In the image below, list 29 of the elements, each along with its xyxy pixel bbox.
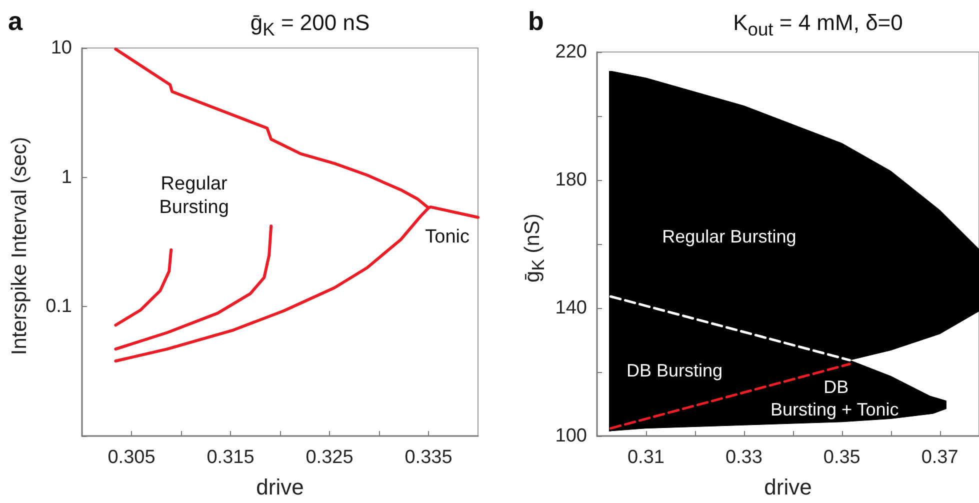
text: b [528, 6, 544, 37]
y-axis-title: Interspike Interval (sec) [8, 136, 32, 356]
annotation: Regular Bursting [662, 226, 796, 247]
x-tick-label: 0.31 [627, 447, 664, 468]
x-tick-label: 0.315 [206, 447, 254, 468]
y-tick-label: 140 [555, 298, 587, 318]
annotation: Bursting + Tonic [770, 400, 899, 420]
chart-title: ḡ$_{K}$ = 200 nS [250, 10, 370, 40]
text: a [8, 6, 22, 37]
annotation: Tonic [425, 226, 470, 248]
x-tick-label: 0.35 [823, 447, 860, 468]
y-tick-label: 0.1 [46, 296, 72, 318]
annotation: Bursting [159, 197, 229, 218]
x-axis-title: drive [256, 474, 304, 500]
x-tick-label: 0.33 [725, 447, 762, 468]
annotation: Regular [160, 174, 228, 195]
y-tick-label: 10 [50, 38, 72, 58]
x-axis-title: drive [764, 474, 812, 500]
annotation: DB Bursting [626, 360, 723, 380]
x-tick-label: 0.305 [108, 447, 156, 468]
annotation: DB [824, 377, 849, 398]
x-tick-label: 0.37 [921, 447, 958, 468]
y-tick-label: 1 [61, 166, 72, 188]
y-tick-label: 180 [555, 170, 587, 190]
chart-title: K$_{out}$ = 4 mM, δ=0 [733, 10, 903, 40]
x-tick-label: 0.325 [306, 447, 354, 468]
y-tick-label: 100 [555, 426, 587, 446]
y-tick-label: 220 [555, 42, 587, 62]
x-tick-label: 0.335 [404, 447, 452, 468]
